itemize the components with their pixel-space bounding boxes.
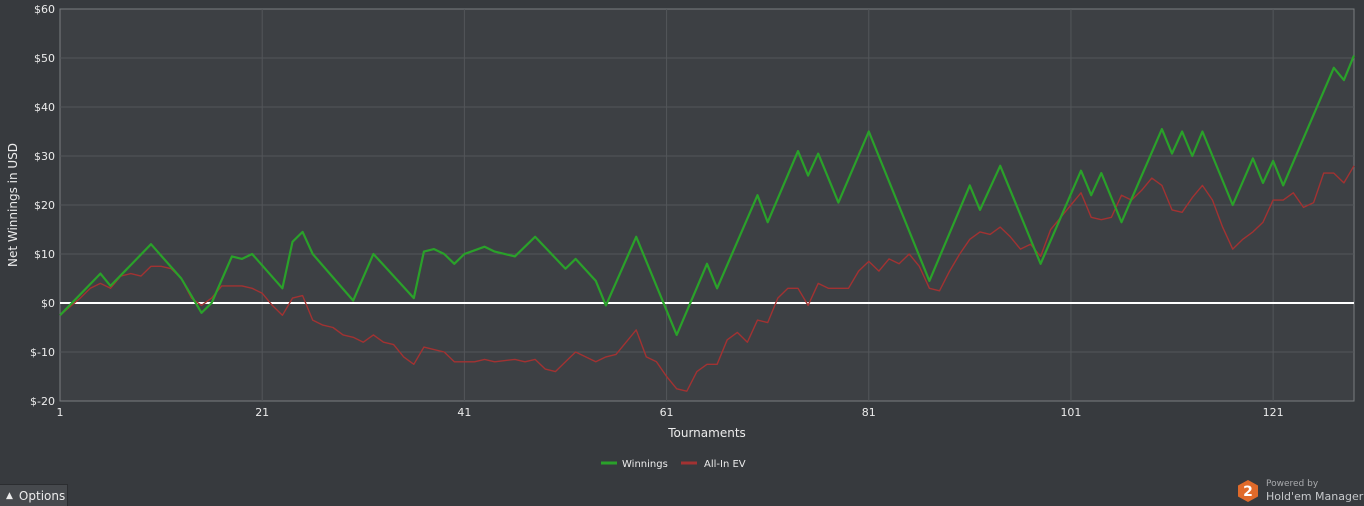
series-lines <box>59 55 1356 392</box>
grid-lines <box>60 9 1354 401</box>
x-tick-label: 41 <box>457 406 471 419</box>
y-tick-label: $30 <box>34 150 55 163</box>
series-line-all-in-ev <box>59 165 1355 392</box>
x-tick-label: 1 <box>57 406 64 419</box>
x-axis-title: Tournaments <box>667 426 746 440</box>
y-tick-label: $-20 <box>30 395 55 408</box>
powered-by-text: Powered by <box>1266 479 1319 489</box>
y-tick-label: $60 <box>34 3 55 16</box>
y-tick-label: $10 <box>34 248 55 261</box>
x-tick-labels: 1 21 41 61 81 101 121 <box>57 406 1284 419</box>
x-tick-label: 61 <box>660 406 674 419</box>
brand-name: Hold'em Manager <box>1266 490 1364 503</box>
options-button[interactable]: ▲ Options <box>0 484 68 506</box>
x-tick-label: 101 <box>1060 406 1081 419</box>
y-tick-labels: $-20 $-10 $0 $10 $20 $30 $40 $50 $60 <box>30 3 55 408</box>
y-tick-label: $0 <box>41 297 55 310</box>
y-tick-label: $40 <box>34 101 55 114</box>
holdem-manager-logo: 2 Powered by Hold'em Manager <box>1236 477 1364 505</box>
y-tick-label: $-10 <box>30 346 55 359</box>
legend-label-all-in-ev: All-In EV <box>704 459 746 470</box>
badge-digit: 2 <box>1243 484 1253 500</box>
y-axis-title: Net Winnings in USD <box>6 143 20 267</box>
x-tick-label: 21 <box>255 406 269 419</box>
legend-label-winnings: Winnings <box>622 459 668 470</box>
x-tick-label: 81 <box>862 406 876 419</box>
series-line-winnings <box>59 55 1356 336</box>
holdem-manager-badge-icon: 2 <box>1238 480 1258 502</box>
y-tick-label: $20 <box>34 199 55 212</box>
options-label: Options <box>18 488 66 503</box>
y-tick-label: $50 <box>34 52 55 65</box>
chevron-up-icon: ▲ <box>6 490 13 501</box>
x-tick-label: 121 <box>1263 406 1284 419</box>
legend: Winnings All-In EV <box>601 459 746 470</box>
